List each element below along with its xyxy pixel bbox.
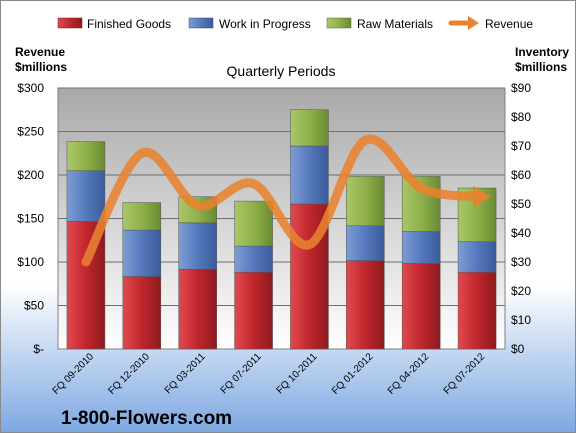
left-tick-label: $300 <box>17 81 44 95</box>
bar-work-in-progress-2 <box>122 229 162 277</box>
category-label: FQ 04-2012 <box>386 351 432 397</box>
left-tick-label: $100 <box>17 255 44 269</box>
category-label: FQ 12-2010 <box>106 351 152 397</box>
bar-work-in-progress-4 <box>234 245 273 273</box>
legend-swatch-revenue <box>448 16 479 30</box>
legend-label-raw-materials: Raw Materials <box>357 17 433 31</box>
bar-work-in-progress-5 <box>290 145 329 205</box>
legend-swatch-finished-goods <box>57 17 83 29</box>
bar-raw-materials-5 <box>290 109 329 147</box>
bar-raw-materials-1 <box>66 141 106 171</box>
bar-raw-materials-2 <box>122 202 162 231</box>
bar-work-in-progress-1 <box>66 170 106 222</box>
category-label: FQ 09-2010 <box>51 351 97 397</box>
right-tick-label: $80 <box>511 110 531 124</box>
category-label: FQ 07-2011 <box>219 351 264 396</box>
legend-label-work-in-progress: Work in Progress <box>219 17 311 31</box>
left-tick-label: $250 <box>17 125 44 139</box>
bar-work-in-progress-3 <box>178 222 217 270</box>
revenue-arrow-head <box>473 185 492 208</box>
bar-work-in-progress-8 <box>457 241 497 273</box>
left-tick-label: $150 <box>17 212 44 226</box>
right-axis-ticks: $0 $10 $20 $30 $40 $50 $60 $70 $80 $90 <box>511 81 531 356</box>
category-label: FQ 01-2012 <box>330 351 376 397</box>
right-tick-label: $30 <box>511 255 531 269</box>
revenue-line <box>81 134 482 267</box>
right-tick-label: $50 <box>511 197 531 211</box>
company-name: 1-800-Flowers.com <box>61 408 232 429</box>
right-tick-label: $60 <box>511 168 531 182</box>
right-tick-label: $20 <box>511 284 531 298</box>
left-axis-title-line1: Revenue <box>15 45 65 59</box>
left-tick-label: $50 <box>24 299 44 313</box>
category-label: FQ 03-2011 <box>163 351 208 396</box>
bar-finished-goods-4 <box>234 271 273 350</box>
bar-finished-goods-3 <box>178 269 217 350</box>
category-labels: FQ 09-2010 FQ 12-2010 FQ 03-2011 FQ 07-2011… <box>51 351 488 397</box>
category-label: FQ 07-2012 <box>442 351 488 397</box>
legend-swatch-raw-materials <box>326 17 352 29</box>
right-tick-label: $40 <box>511 226 531 240</box>
legend-label-finished-goods: Finished Goods <box>87 17 171 31</box>
bar-finished-goods-2 <box>122 276 162 350</box>
legend: Finished Goods Work in Progress Raw Mate… <box>57 16 533 31</box>
right-tick-label: $0 <box>511 342 525 356</box>
chart-title: Quarterly Periods <box>227 63 336 79</box>
bar-finished-goods-7 <box>401 263 441 350</box>
left-tick-label: $- <box>33 342 44 356</box>
right-axis-title-line2: $millions <box>515 60 567 74</box>
bar-finished-goods-8 <box>457 271 497 350</box>
left-axis-ticks: $- $50 $100 $150 $200 $250 $300 <box>17 81 44 356</box>
right-tick-label: $10 <box>511 313 531 327</box>
bar-work-in-progress-6 <box>346 225 385 261</box>
bar-finished-goods-6 <box>346 260 385 350</box>
right-tick-label: $70 <box>511 139 531 153</box>
left-tick-label: $200 <box>17 168 44 182</box>
right-axis-title-line1: Inventory <box>515 45 569 59</box>
category-label: FQ 10-2011 <box>275 351 320 396</box>
legend-swatch-work-in-progress <box>188 17 214 29</box>
right-tick-label: $90 <box>511 81 531 95</box>
bar-work-in-progress-7 <box>401 231 441 264</box>
legend-label-revenue: Revenue <box>485 17 533 31</box>
left-axis-title-line2: $millions <box>15 60 67 74</box>
bar-raw-materials-6 <box>346 176 385 226</box>
bar-raw-materials-4 <box>234 200 273 247</box>
